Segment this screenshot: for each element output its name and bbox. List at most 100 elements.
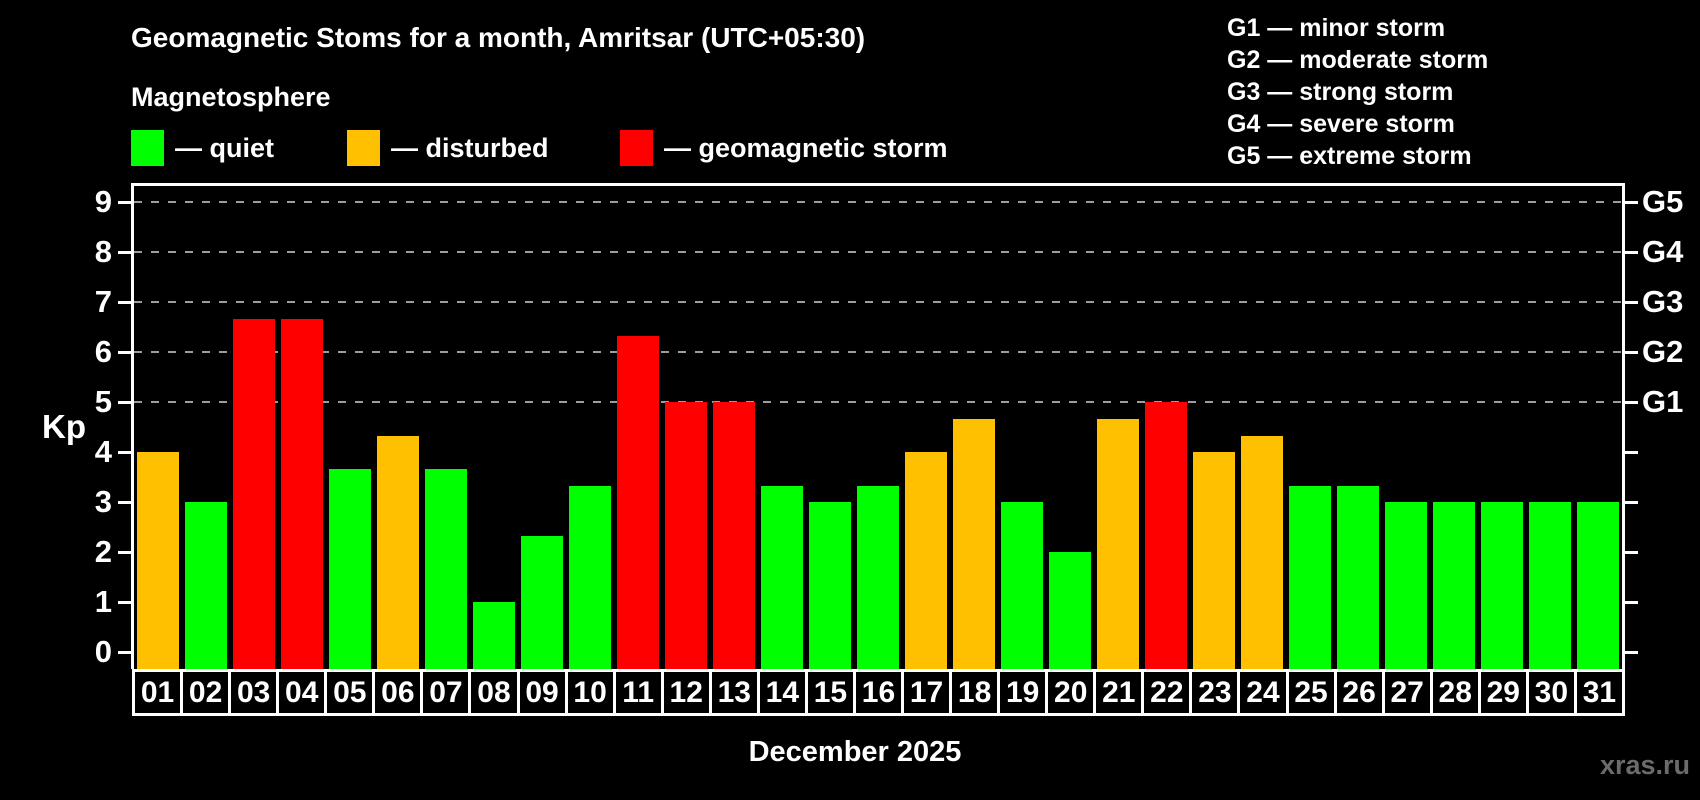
- bar-day-12: [665, 402, 707, 669]
- bar-day-04: [281, 318, 323, 669]
- right-axis-label-g2: G2: [1642, 334, 1684, 369]
- right-axis-tick-6: [1625, 351, 1638, 354]
- g-legend-line-3: G3 — strong storm: [1227, 78, 1454, 106]
- day-label-17: 17: [901, 669, 953, 716]
- day-label-15: 15: [804, 669, 856, 716]
- day-label-13: 13: [708, 669, 760, 716]
- y-axis-label-6: 6: [94, 334, 112, 369]
- right-axis-tick-8: [1625, 251, 1638, 254]
- day-label-18: 18: [949, 669, 1001, 716]
- bar-day-19: [1001, 502, 1043, 669]
- bar-day-16: [857, 485, 899, 669]
- day-label-10: 10: [564, 669, 616, 716]
- legend-label-storm: — geomagnetic storm: [664, 133, 948, 163]
- right-axis-label-g3: G3: [1642, 284, 1684, 319]
- day-label-08: 08: [468, 669, 520, 716]
- day-label-09: 09: [516, 669, 568, 716]
- legend-item-disturbed: — disturbed: [347, 130, 549, 166]
- disturbed-swatch-icon: [347, 130, 380, 166]
- bar-day-29: [1481, 502, 1523, 669]
- day-label-19: 19: [997, 669, 1049, 716]
- day-label-06: 06: [372, 669, 424, 716]
- y-axis-title: Kp: [42, 408, 86, 445]
- bar-day-20: [1049, 552, 1091, 669]
- day-label-26: 26: [1333, 669, 1385, 716]
- legend-label-quiet: — quiet: [175, 133, 274, 163]
- y-axis-label-7: 7: [94, 284, 112, 319]
- y-axis-tick-5: [118, 401, 131, 404]
- y-axis-tick-4: [118, 451, 131, 454]
- day-label-01: 01: [132, 669, 184, 716]
- g-legend-line-1: G1 — minor storm: [1227, 14, 1446, 42]
- right-axis-tick-0: [1625, 651, 1638, 654]
- bar-day-01: [137, 452, 179, 669]
- right-axis-tick-5: [1625, 401, 1638, 404]
- y-axis-tick-0: [118, 651, 131, 654]
- bar-day-23: [1193, 452, 1235, 669]
- day-label-22: 22: [1141, 669, 1193, 716]
- day-label-04: 04: [276, 669, 328, 716]
- day-label-21: 21: [1093, 669, 1145, 716]
- right-axis-tick-2: [1625, 551, 1638, 554]
- chart-title: Geomagnetic Stoms for a month, Amritsar …: [131, 22, 866, 53]
- day-label-02: 02: [180, 669, 232, 716]
- right-axis-label-g5: G5: [1642, 184, 1684, 219]
- status-legend: — quiet — disturbed — geomagnetic storm: [0, 130, 1700, 170]
- y-axis-label-8: 8: [94, 234, 112, 269]
- gridline-kp-8: [134, 251, 1622, 253]
- day-label-25: 25: [1285, 669, 1337, 716]
- right-axis-tick-7: [1625, 301, 1638, 304]
- day-label-11: 11: [612, 669, 664, 716]
- y-axis-tick-3: [118, 501, 131, 504]
- day-label-14: 14: [756, 669, 808, 716]
- right-axis-label-g4: G4: [1642, 234, 1684, 269]
- gridline-kp-6: [134, 351, 1622, 353]
- day-label-12: 12: [660, 669, 712, 716]
- day-label-31: 31: [1573, 669, 1625, 716]
- y-axis-tick-2: [118, 551, 131, 554]
- bar-day-03: [233, 318, 275, 669]
- right-axis-tick-3: [1625, 501, 1638, 504]
- bar-day-25: [1289, 485, 1331, 669]
- bar-day-15: [809, 502, 851, 669]
- bar-day-21: [1097, 418, 1139, 669]
- bar-day-31: [1577, 502, 1619, 669]
- gridline-kp-9: [134, 201, 1622, 203]
- g-legend-line-5: G5 — extreme storm: [1227, 142, 1472, 170]
- gridline-kp-5: [134, 401, 1622, 403]
- y-axis-tick-9: [118, 201, 131, 204]
- day-label-23: 23: [1189, 669, 1241, 716]
- day-label-05: 05: [324, 669, 376, 716]
- bar-day-26: [1337, 485, 1379, 669]
- bar-day-09: [521, 535, 563, 669]
- y-axis-label-3: 3: [94, 484, 112, 519]
- day-label-03: 03: [228, 669, 280, 716]
- g-scale-legend: G1 — minor storm G2 — moderate storm G3 — …: [1227, 12, 1488, 172]
- legend-label-disturbed: — disturbed: [391, 133, 549, 163]
- bar-day-18: [953, 418, 995, 669]
- day-label-24: 24: [1237, 669, 1289, 716]
- y-axis-label-5: 5: [94, 384, 112, 419]
- storm-swatch-icon: [620, 130, 653, 166]
- y-axis-tick-6: [118, 351, 131, 354]
- right-axis-tick-9: [1625, 201, 1638, 204]
- y-axis-label-9: 9: [94, 184, 112, 219]
- bar-day-05: [329, 468, 371, 669]
- bar-day-22: [1145, 402, 1187, 669]
- bar-day-06: [377, 435, 419, 669]
- y-axis-label-4: 4: [94, 434, 112, 469]
- day-label-20: 20: [1045, 669, 1097, 716]
- day-label-29: 29: [1477, 669, 1529, 716]
- bar-day-30: [1529, 502, 1571, 669]
- bar-day-24: [1241, 435, 1283, 669]
- legend-item-quiet: — quiet: [131, 130, 274, 166]
- bar-day-27: [1385, 502, 1427, 669]
- day-label-07: 07: [420, 669, 472, 716]
- y-axis-tick-1: [118, 601, 131, 604]
- right-axis-tick-1: [1625, 601, 1638, 604]
- legend-item-storm: — geomagnetic storm: [620, 130, 948, 166]
- bar-day-07: [425, 468, 467, 669]
- g-legend-line-2: G2 — moderate storm: [1227, 46, 1489, 74]
- x-axis-day-labels: 01 02 03 04 05 06 07 08 09 10 11 12 13 14 15 16 17 18 19 20…: [132, 669, 1625, 716]
